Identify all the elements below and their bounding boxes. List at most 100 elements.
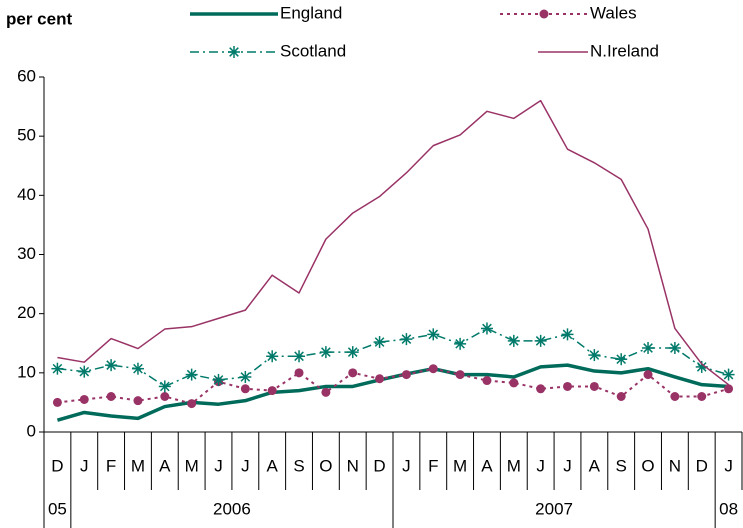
y-tick-label: 30 — [17, 244, 36, 263]
point — [160, 392, 170, 401]
point — [106, 392, 116, 401]
asterisk-stroke — [723, 369, 734, 380]
point — [507, 334, 520, 347]
x-tick-label: D — [51, 456, 63, 475]
x-tick-label: D — [373, 456, 385, 475]
asterisk-stroke — [589, 350, 600, 360]
point — [561, 328, 574, 341]
x-tick-label: J — [563, 456, 572, 475]
y-tick-label: 0 — [27, 421, 36, 440]
x-tick-label: N — [347, 456, 359, 475]
point — [105, 359, 118, 372]
point — [400, 333, 413, 346]
point — [668, 341, 681, 354]
point — [615, 353, 628, 366]
asterisk-stroke — [670, 343, 680, 353]
asterisk-stroke — [213, 375, 224, 385]
x-tick-label: M — [453, 456, 467, 475]
asterisk-stroke — [401, 334, 412, 344]
asterisk-stroke — [133, 363, 143, 374]
point — [239, 370, 252, 383]
asterisk-stroke — [106, 360, 116, 370]
legend-label: N.Ireland — [590, 41, 659, 60]
point — [133, 396, 143, 406]
point — [373, 336, 386, 349]
point — [266, 350, 279, 363]
x-group-label: 2007 — [535, 499, 573, 518]
point — [212, 373, 225, 386]
x-tick-label: A — [589, 456, 601, 475]
point — [643, 370, 653, 380]
point — [536, 384, 546, 394]
series-line — [57, 367, 729, 405]
x-tick-label: J — [241, 456, 250, 475]
asterisk-stroke — [535, 336, 546, 346]
y-tick-label: 50 — [17, 126, 36, 145]
asterisk-stroke — [186, 369, 197, 380]
x-tick-label: S — [293, 456, 304, 475]
point — [589, 381, 599, 391]
point — [428, 364, 438, 374]
asterisk-stroke — [294, 351, 304, 362]
y-tick-label: 40 — [17, 185, 36, 204]
series-line — [57, 99, 730, 386]
point — [454, 337, 467, 350]
point — [158, 380, 171, 393]
asterisk-stroke — [455, 339, 465, 349]
asterisk-stroke — [374, 337, 385, 347]
y-axis-label: per cent — [6, 9, 72, 28]
point — [401, 370, 411, 380]
point — [51, 362, 64, 375]
y-tick-label: 60 — [17, 66, 36, 85]
y-tick-label: 10 — [17, 362, 36, 381]
x-tick-label: N — [669, 456, 681, 475]
point — [79, 394, 89, 404]
point — [294, 368, 304, 378]
x-tick-label: S — [616, 456, 627, 475]
asterisk-stroke — [643, 343, 653, 353]
asterisk-stroke — [229, 47, 239, 57]
point — [509, 378, 519, 388]
asterisk-stroke — [159, 381, 170, 392]
x-tick-label: A — [267, 456, 279, 475]
point — [185, 368, 198, 381]
asterisk-stroke — [240, 372, 251, 382]
point — [534, 334, 547, 347]
point — [724, 384, 734, 394]
x-group-label: 08 — [719, 499, 738, 518]
asterisk-stroke — [482, 323, 492, 334]
point — [642, 341, 655, 354]
legend-marker — [228, 46, 240, 58]
x-tick-label: O — [641, 456, 654, 475]
asterisk-stroke — [267, 351, 278, 362]
point — [722, 368, 735, 381]
point — [131, 362, 144, 375]
point — [480, 322, 493, 335]
series-line — [56, 363, 729, 422]
point — [321, 387, 331, 397]
point — [697, 392, 707, 401]
point — [427, 328, 440, 341]
asterisk-stroke — [321, 347, 331, 357]
asterisk-stroke — [52, 363, 63, 374]
point — [240, 384, 250, 394]
point — [588, 349, 601, 362]
y-tick-label: 20 — [17, 303, 36, 322]
x-tick-label: J — [724, 456, 733, 475]
asterisk-stroke — [508, 336, 519, 346]
x-tick-label: J — [80, 456, 89, 475]
point — [78, 365, 91, 378]
point — [267, 386, 277, 396]
point — [670, 392, 680, 401]
point — [348, 368, 358, 378]
asterisk-stroke — [347, 347, 358, 357]
legend-label: England — [280, 3, 342, 22]
x-group-label: 05 — [48, 499, 67, 518]
asterisk-stroke — [696, 362, 707, 372]
point — [616, 392, 626, 401]
point — [455, 370, 465, 380]
asterisk-stroke — [79, 366, 90, 377]
legend-label: Wales — [590, 3, 637, 22]
point — [293, 350, 306, 363]
